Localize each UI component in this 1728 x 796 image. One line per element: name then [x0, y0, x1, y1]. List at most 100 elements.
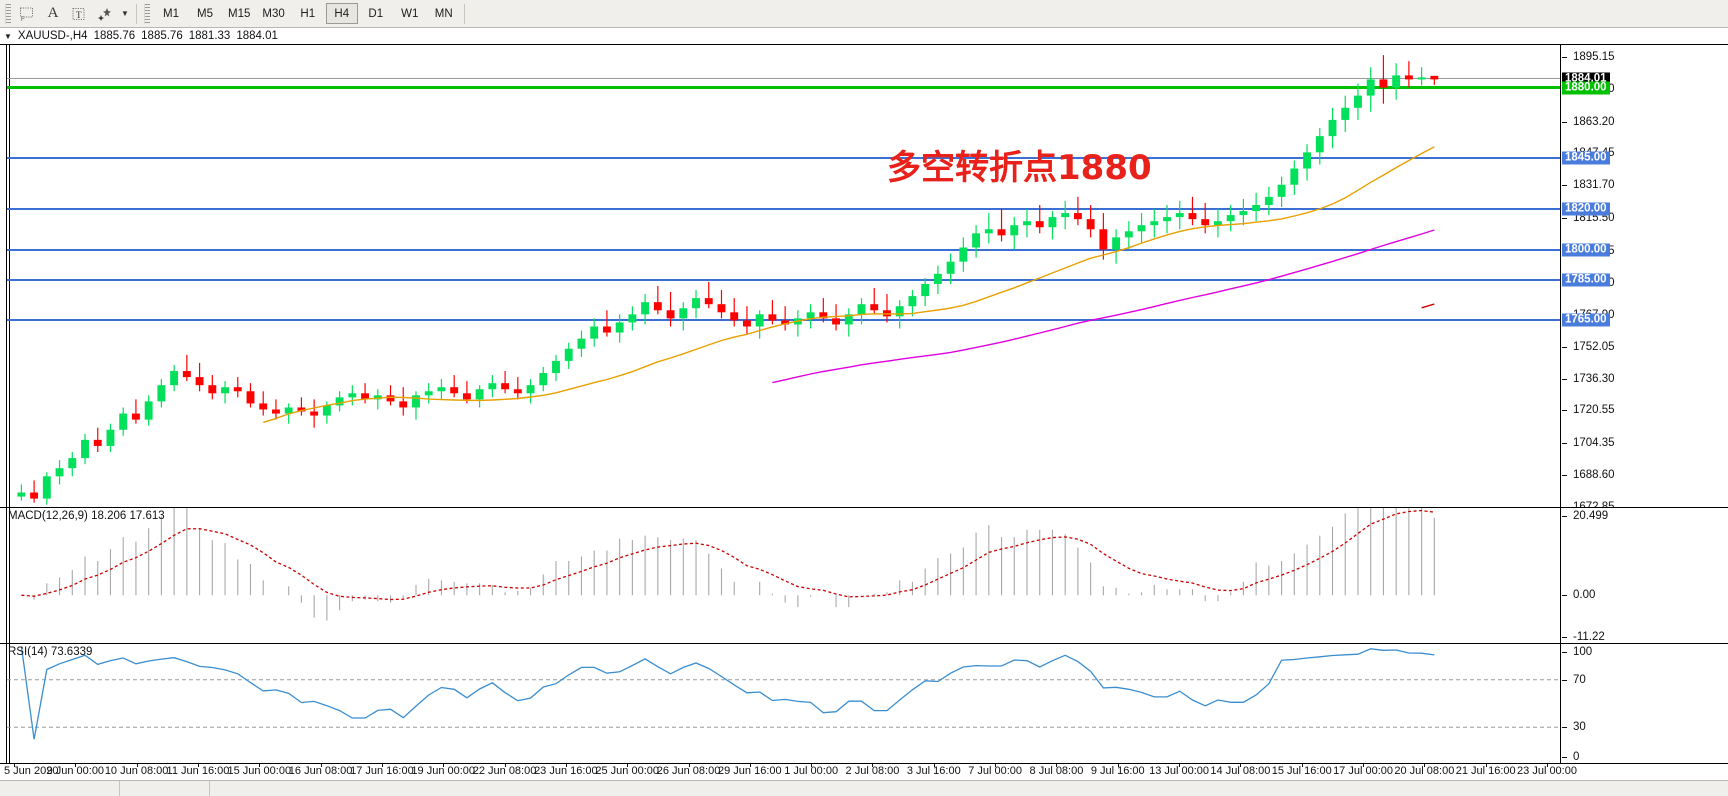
symbol-collapse-icon[interactable]: ▼ — [4, 31, 12, 41]
ohlc-low: 1881.33 — [188, 30, 231, 42]
time-tick — [811, 764, 813, 767]
shapes-icon[interactable] — [92, 3, 118, 25]
macd-tick: 20.499 — [1561, 510, 1608, 522]
timeframe-m5[interactable]: M5 — [197, 7, 213, 20]
time-label: 9 Jul 16:00 — [1090, 765, 1145, 777]
timeframe-d1[interactable]: D1 — [368, 7, 384, 20]
price-level-line[interactable] — [7, 157, 1560, 160]
price-level-label[interactable]: 1785.00 — [1562, 273, 1610, 287]
crosshair-icon[interactable]: F — [14, 3, 40, 25]
svg-text:F: F — [21, 17, 25, 22]
timeframe-w1[interactable]: W1 — [401, 7, 419, 20]
status-bar — [0, 780, 1728, 796]
symbol-name: XAUUSD-,H4 — [17, 30, 88, 42]
time-tick — [627, 764, 629, 767]
price-level-label[interactable]: 1845.00 — [1562, 151, 1610, 165]
time-label: 3 Jul 16:00 — [906, 765, 961, 777]
time-label: 9 Jun 00:00 — [46, 765, 105, 777]
status-cell-2 — [120, 781, 210, 796]
price-tick: 1720.55 — [1561, 404, 1615, 416]
chart-frame: 多空转折点1880 1895.15 1863.20 1831.70 1815.50 17… — [0, 45, 1728, 780]
time-tick — [504, 764, 506, 767]
time-label: 13 Jul 00:00 — [1149, 765, 1210, 777]
price-level-line[interactable] — [7, 208, 1560, 211]
toolbar-drag-handle[interactable] — [5, 3, 11, 24]
time-tick — [1179, 764, 1181, 767]
text-box-icon[interactable]: T — [66, 3, 92, 25]
time-label: 23 Jun 16:00 — [534, 765, 598, 777]
price-level-label[interactable]: 1765.00 — [1562, 313, 1610, 327]
time-tick — [1485, 764, 1487, 767]
price-axis[interactable]: 1895.15 1863.20 1831.70 1815.50 1752.05 1736.… — [1560, 45, 1728, 513]
time-label: 8 Jul 08:00 — [1029, 765, 1084, 777]
time-label: 16 Jun 08:00 — [288, 765, 353, 777]
price-level-line[interactable] — [7, 278, 1560, 281]
time-label: 11 Jun 16:00 — [166, 765, 230, 777]
ma-fast-line — [262, 146, 1435, 424]
rsi-plot-area[interactable] — [6, 644, 1560, 763]
timeframe-h4[interactable]: H4 — [325, 3, 358, 24]
time-label: 19 Jun 00:00 — [411, 765, 476, 777]
price-level-label[interactable]: 1820.00 — [1562, 202, 1610, 216]
timeframe-mn[interactable]: MN — [434, 7, 453, 20]
price-level-label[interactable]: 1800.00 — [1562, 243, 1610, 257]
time-tick — [14, 764, 15, 767]
price-level-line[interactable] — [7, 86, 1560, 90]
rsi-tick: 30 — [1561, 721, 1586, 733]
main-toolbar: F A T ▼ M1 M5 M15 M30 H1 H4 D1 W1 MN — [0, 0, 1728, 28]
timeframe-m1[interactable]: M1 — [163, 7, 179, 20]
ohlc-close: 1884.01 — [236, 30, 278, 42]
ohlc-open: 1885.76 — [93, 30, 136, 42]
macd-label: MACD(12,26,9) 18.206 17.613 — [8, 510, 165, 522]
time-axis[interactable]: 5 Jun 2020 9 Jun 00:00 10 Jun 08:00 11 Jun … — [0, 763, 1728, 780]
macd-axis[interactable]: 20.499 0.00 -11.22 — [1560, 508, 1728, 643]
time-label: 21 Jul 16:00 — [1455, 765, 1516, 777]
toolbar-separator — [136, 3, 137, 24]
price-level-line[interactable] — [7, 319, 1560, 322]
price-tick: 1895.15 — [1561, 51, 1615, 63]
macd-panel[interactable]: MACD(12,26,9) 18.206 17.613 20.499 0.00 -1… — [0, 507, 1728, 643]
rsi-line — [20, 646, 1435, 740]
time-tick — [995, 764, 997, 767]
time-label: 17 Jun 16:00 — [350, 765, 414, 777]
rsi-panel[interactable]: RSI(14) 73.6339 100 70 30 0 — [0, 643, 1728, 763]
price-level-label[interactable]: 1880.00 — [1562, 81, 1610, 95]
time-label: 23 Jul 00:00 — [1517, 765, 1577, 777]
time-label: 5 Jun 2020 — [4, 765, 59, 777]
time-tick — [688, 764, 690, 767]
time-tick — [1547, 764, 1548, 767]
timeframe-m30[interactable]: M30 — [262, 7, 285, 20]
time-tick — [1424, 764, 1426, 767]
ma-mid-line — [772, 229, 1435, 384]
price-tick: 1831.70 — [1561, 179, 1615, 191]
price-panel[interactable]: 多空转折点1880 1895.15 1863.20 1831.70 1815.50 17… — [0, 45, 1728, 513]
ohlc-high: 1885.76 — [141, 30, 183, 42]
time-tick — [1056, 764, 1058, 767]
price-level-line[interactable] — [7, 248, 1560, 251]
time-tick — [872, 764, 874, 767]
time-tick — [1240, 764, 1242, 767]
macd-tick: -11.22 — [1561, 631, 1605, 643]
time-tick — [443, 764, 445, 767]
rsi-axis[interactable]: 100 70 30 0 — [1560, 644, 1728, 763]
price-plot-area[interactable]: 多空转折点1880 — [6, 45, 1560, 507]
time-tick — [136, 764, 138, 767]
timeframe-m15[interactable]: M15 — [228, 7, 251, 20]
time-tick — [565, 764, 567, 767]
time-tick — [75, 764, 77, 767]
price-tick: 1863.20 — [1561, 116, 1615, 128]
timeframe-drag-handle[interactable] — [144, 3, 150, 24]
timeframe-group: M1 M5 M15 M30 H1 H4 D1 W1 MN — [155, 3, 460, 24]
time-tick — [749, 764, 751, 767]
timeframe-h1[interactable]: H1 — [300, 7, 316, 20]
macd-plot-area[interactable] — [6, 508, 1560, 643]
chart-annotation[interactable]: 多空转折点1880 — [887, 148, 1152, 188]
dropdown-arrow-icon[interactable]: ▼ — [121, 9, 129, 18]
time-tick — [259, 764, 261, 767]
time-label: 14 Jul 08:00 — [1210, 765, 1271, 777]
time-label: 7 Jul 00:00 — [968, 765, 1023, 777]
symbol-info-bar: ▼ XAUUSD-,H4 1885.76 1885.76 1881.33 188… — [0, 28, 1728, 45]
price-level-line[interactable] — [7, 78, 1560, 80]
time-label: 20 Jul 08:00 — [1394, 765, 1455, 777]
text-label-icon[interactable]: A — [47, 5, 59, 21]
